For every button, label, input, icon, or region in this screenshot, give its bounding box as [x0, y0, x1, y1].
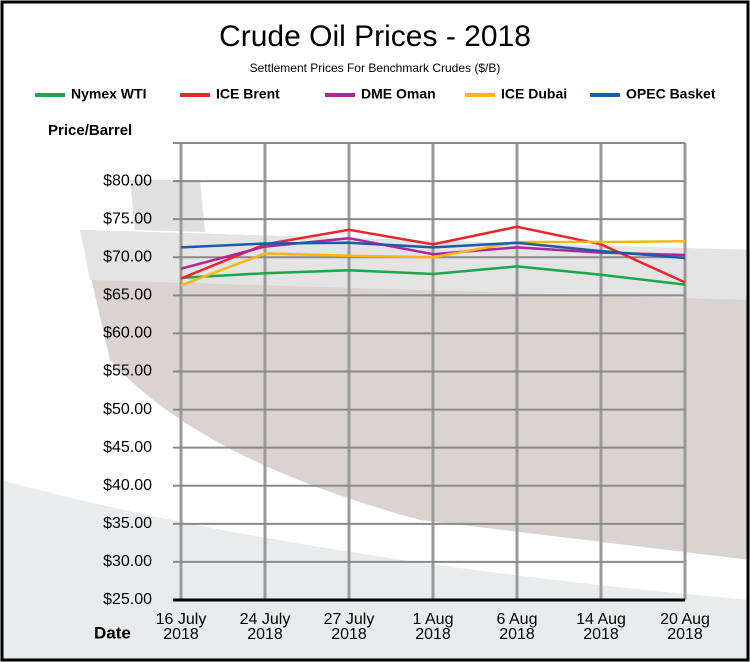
legend-label: OPEC Basket — [626, 86, 716, 102]
x-tick-label: 6 Aug 2018 — [486, 612, 548, 642]
chart: Crude Oil Prices - 2018 Settlement Price… — [0, 0, 750, 662]
legend-label: Nymex WTI — [71, 86, 146, 102]
y-tick-label: $75.00 — [103, 210, 152, 227]
y-axis-label: Price/Barrel — [48, 122, 132, 139]
y-tick-label: $70.00 — [103, 248, 152, 265]
x-axis-label: Date — [94, 623, 131, 642]
x-tick-label: 14 Aug 2018 — [570, 612, 632, 642]
y-tick-label: $30.00 — [103, 553, 152, 570]
chart-title: Crude Oil Prices - 2018 — [219, 20, 531, 53]
x-tick-label: 24 July 2018 — [234, 612, 296, 642]
x-tick-label: 20 Aug 2018 — [654, 612, 716, 642]
y-tick-label: $25.00 — [103, 591, 152, 608]
y-tick-label: $65.00 — [103, 287, 152, 304]
y-tick-label: $40.00 — [103, 477, 152, 494]
legend-label: ICE Dubai — [501, 86, 567, 102]
legend-label: DME Oman — [361, 86, 436, 102]
y-tick-label: $45.00 — [103, 439, 152, 456]
y-tick-label: $80.00 — [103, 172, 152, 189]
y-tick-label: $50.00 — [103, 401, 152, 418]
x-tick-label: 27 July 2018 — [318, 612, 380, 642]
legend-label: ICE Brent — [216, 86, 280, 102]
chart-subtitle: Settlement Prices For Benchmark Crudes (… — [250, 61, 501, 75]
y-tick-label: $55.00 — [103, 363, 152, 380]
page: Crude Oil Prices - 2018 Settlement Price… — [0, 0, 750, 662]
x-tick-label: 16 July 2018 — [150, 612, 212, 642]
y-tick-label: $60.00 — [103, 325, 152, 342]
x-tick-label: 1 Aug 2018 — [402, 612, 464, 642]
y-tick-label: $35.00 — [103, 515, 152, 532]
